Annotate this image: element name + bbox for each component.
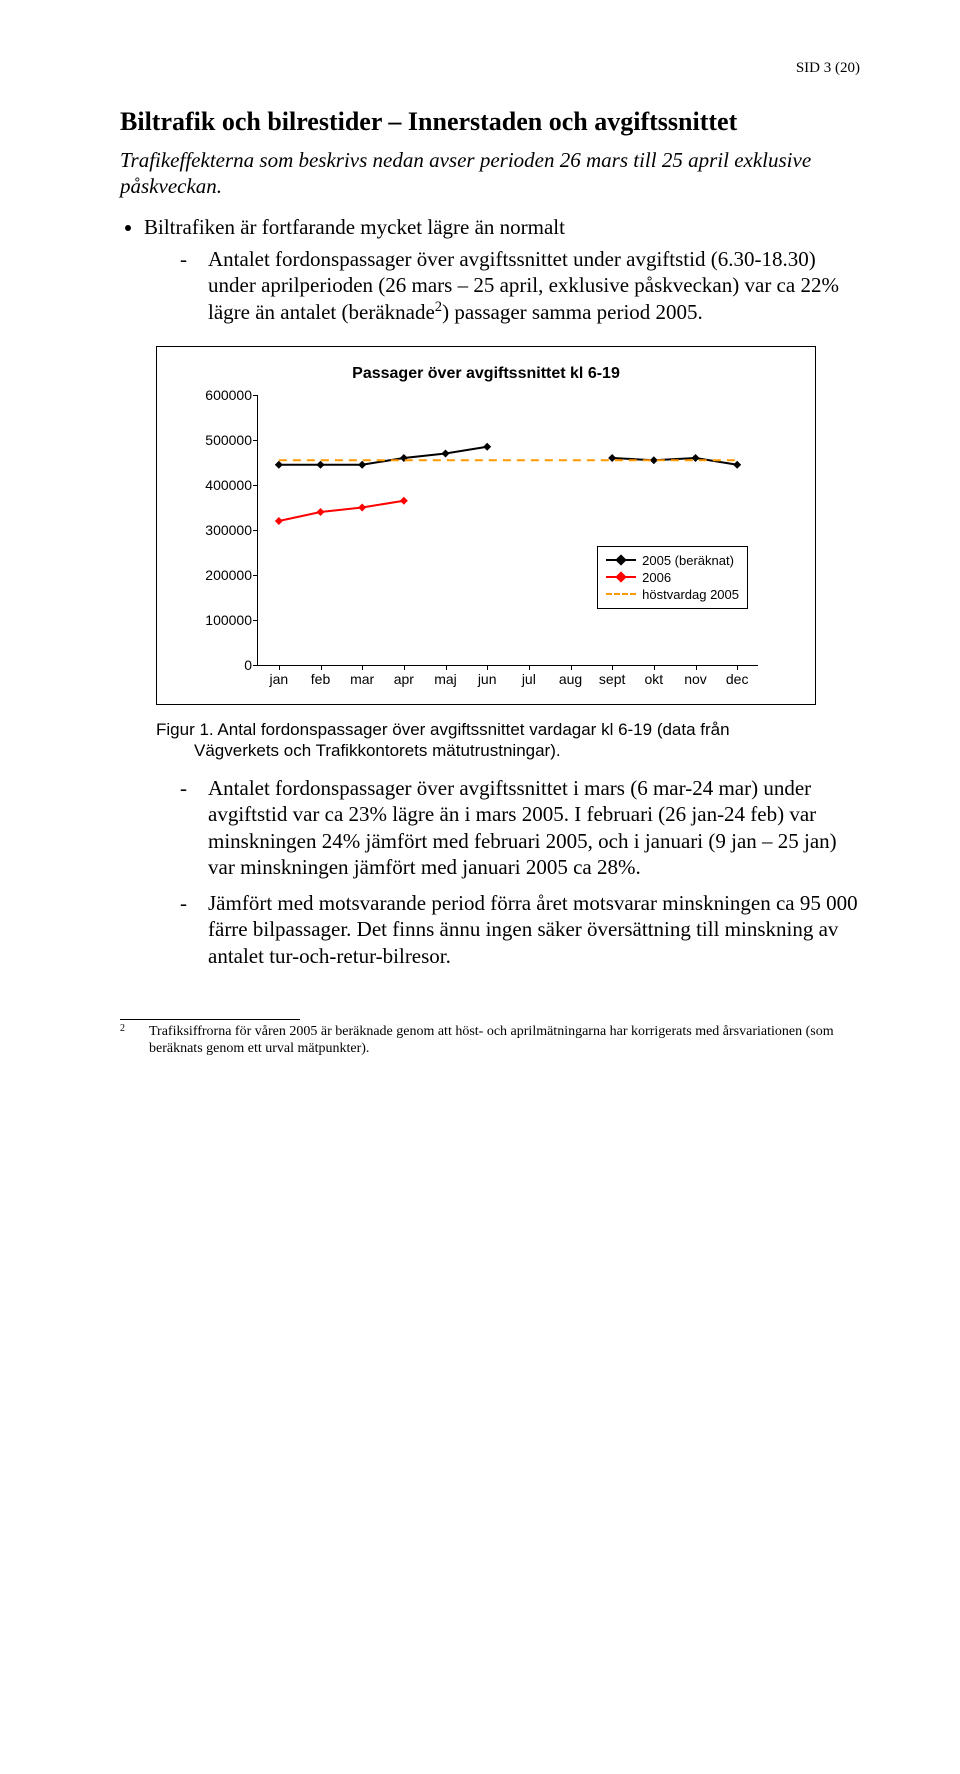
x-axis-label: apr bbox=[394, 671, 414, 687]
chart-series-line bbox=[279, 446, 487, 464]
x-axis-label: maj bbox=[434, 671, 457, 687]
y-axis-label: 0 bbox=[192, 657, 252, 673]
y-axis-tick bbox=[253, 665, 258, 666]
y-axis-label: 300000 bbox=[192, 522, 252, 538]
x-axis-label: nov bbox=[684, 671, 707, 687]
legend-marker-icon bbox=[615, 554, 626, 565]
legend-swatch bbox=[606, 593, 636, 595]
footnote: 2 Trafiksiffrorna för våren 2005 är berä… bbox=[120, 1024, 860, 1058]
footnote-text: Trafiksiffrorna för våren 2005 är beräkn… bbox=[149, 1024, 860, 1058]
bullet-lead-text: Biltrafiken är fortfarande mycket lägre … bbox=[144, 215, 565, 239]
sub-item-3: Jämfört med motsvarande period förra åre… bbox=[180, 890, 860, 969]
sub-item-1: Antalet fordonspassager över avgiftssnit… bbox=[180, 246, 860, 326]
y-axis-label: 100000 bbox=[192, 612, 252, 628]
bullet-item-1: Biltrafiken är fortfarande mycket lägre … bbox=[144, 214, 860, 326]
sub-item-2: Antalet fordonspassager över avgiftssnit… bbox=[180, 775, 860, 880]
chart-series-marker bbox=[358, 460, 366, 468]
x-axis-label: mar bbox=[350, 671, 374, 687]
page-number: SID 3 (20) bbox=[120, 60, 860, 77]
intro-paragraph: Trafikeffekterna som beskrivs nedan avse… bbox=[120, 147, 860, 200]
x-axis-tick bbox=[654, 665, 655, 670]
chart-series-line bbox=[279, 500, 404, 520]
chart-legend: 2005 (beräknat) 2006 höstvardag 2005 bbox=[597, 546, 748, 609]
chart-series-marker bbox=[733, 460, 741, 468]
legend-item: 2005 (beräknat) bbox=[606, 553, 739, 568]
chart-series-marker bbox=[358, 503, 366, 511]
figure-caption-line1: Figur 1. Antal fordonspassager över avgi… bbox=[156, 720, 730, 739]
footnote-number: 2 bbox=[120, 1024, 125, 1058]
x-axis-label: dec bbox=[726, 671, 749, 687]
section-heading: Biltrafik och bilrestider – Innerstaden … bbox=[120, 107, 860, 137]
sub-item-1-text-b: ) passager samma period 2005. bbox=[442, 300, 703, 324]
x-axis-label: sept bbox=[599, 671, 625, 687]
x-axis-tick bbox=[487, 665, 488, 670]
chart-series-line bbox=[612, 458, 737, 465]
x-axis-label: jun bbox=[478, 671, 497, 687]
x-axis-label: feb bbox=[311, 671, 330, 687]
legend-label: 2005 (beräknat) bbox=[642, 553, 734, 568]
legend-marker-icon bbox=[615, 571, 626, 582]
chart-series-marker bbox=[275, 460, 283, 468]
x-axis-tick bbox=[321, 665, 322, 670]
y-axis-label: 400000 bbox=[192, 477, 252, 493]
chart-series-marker bbox=[400, 496, 408, 504]
y-axis-label: 500000 bbox=[192, 432, 252, 448]
x-axis-label: jul bbox=[522, 671, 536, 687]
x-axis-tick bbox=[571, 665, 572, 670]
x-axis-label: okt bbox=[644, 671, 663, 687]
page: SID 3 (20) Biltrafik och bilrestider – I… bbox=[0, 0, 960, 1774]
x-axis-tick bbox=[529, 665, 530, 670]
figure-caption-line2: Vägverkets och Trafikkontorets mätutrust… bbox=[156, 740, 860, 761]
y-axis-label: 200000 bbox=[192, 567, 252, 583]
y-axis-label: 600000 bbox=[192, 387, 252, 403]
chart-series-marker bbox=[483, 442, 491, 450]
x-axis-tick bbox=[737, 665, 738, 670]
chart-series-marker bbox=[317, 508, 325, 516]
chart-plot-area: 0100000200000300000400000500000600000jan… bbox=[257, 395, 758, 666]
x-axis-tick bbox=[696, 665, 697, 670]
post-figure-sublist: Antalet fordonspassager över avgiftssnit… bbox=[120, 775, 860, 969]
chart-series-marker bbox=[650, 456, 658, 464]
chart-series-marker bbox=[275, 517, 283, 525]
chart-series-marker bbox=[442, 449, 450, 457]
chart-container: Passager över avgiftssnittet kl 6-19 010… bbox=[156, 346, 816, 705]
footnote-separator bbox=[120, 1019, 300, 1020]
x-axis-tick bbox=[446, 665, 447, 670]
x-axis-label: jan bbox=[269, 671, 288, 687]
chart-svg bbox=[258, 395, 758, 665]
x-axis-label: aug bbox=[559, 671, 582, 687]
legend-item: höstvardag 2005 bbox=[606, 587, 739, 602]
chart-series-marker bbox=[317, 460, 325, 468]
x-axis-tick bbox=[279, 665, 280, 670]
sub-list: Antalet fordonspassager över avgiftssnit… bbox=[144, 246, 860, 326]
legend-item: 2006 bbox=[606, 570, 739, 585]
legend-label: 2006 bbox=[642, 570, 671, 585]
legend-swatch bbox=[606, 559, 636, 561]
x-axis-tick bbox=[612, 665, 613, 670]
legend-label: höstvardag 2005 bbox=[642, 587, 739, 602]
x-axis-tick bbox=[362, 665, 363, 670]
figure-caption: Figur 1. Antal fordonspassager över avgi… bbox=[156, 719, 860, 762]
x-axis-tick bbox=[404, 665, 405, 670]
chart-title: Passager över avgiftssnittet kl 6-19 bbox=[197, 365, 775, 383]
bullet-list: Biltrafiken är fortfarande mycket lägre … bbox=[120, 214, 860, 326]
legend-swatch bbox=[606, 576, 636, 578]
